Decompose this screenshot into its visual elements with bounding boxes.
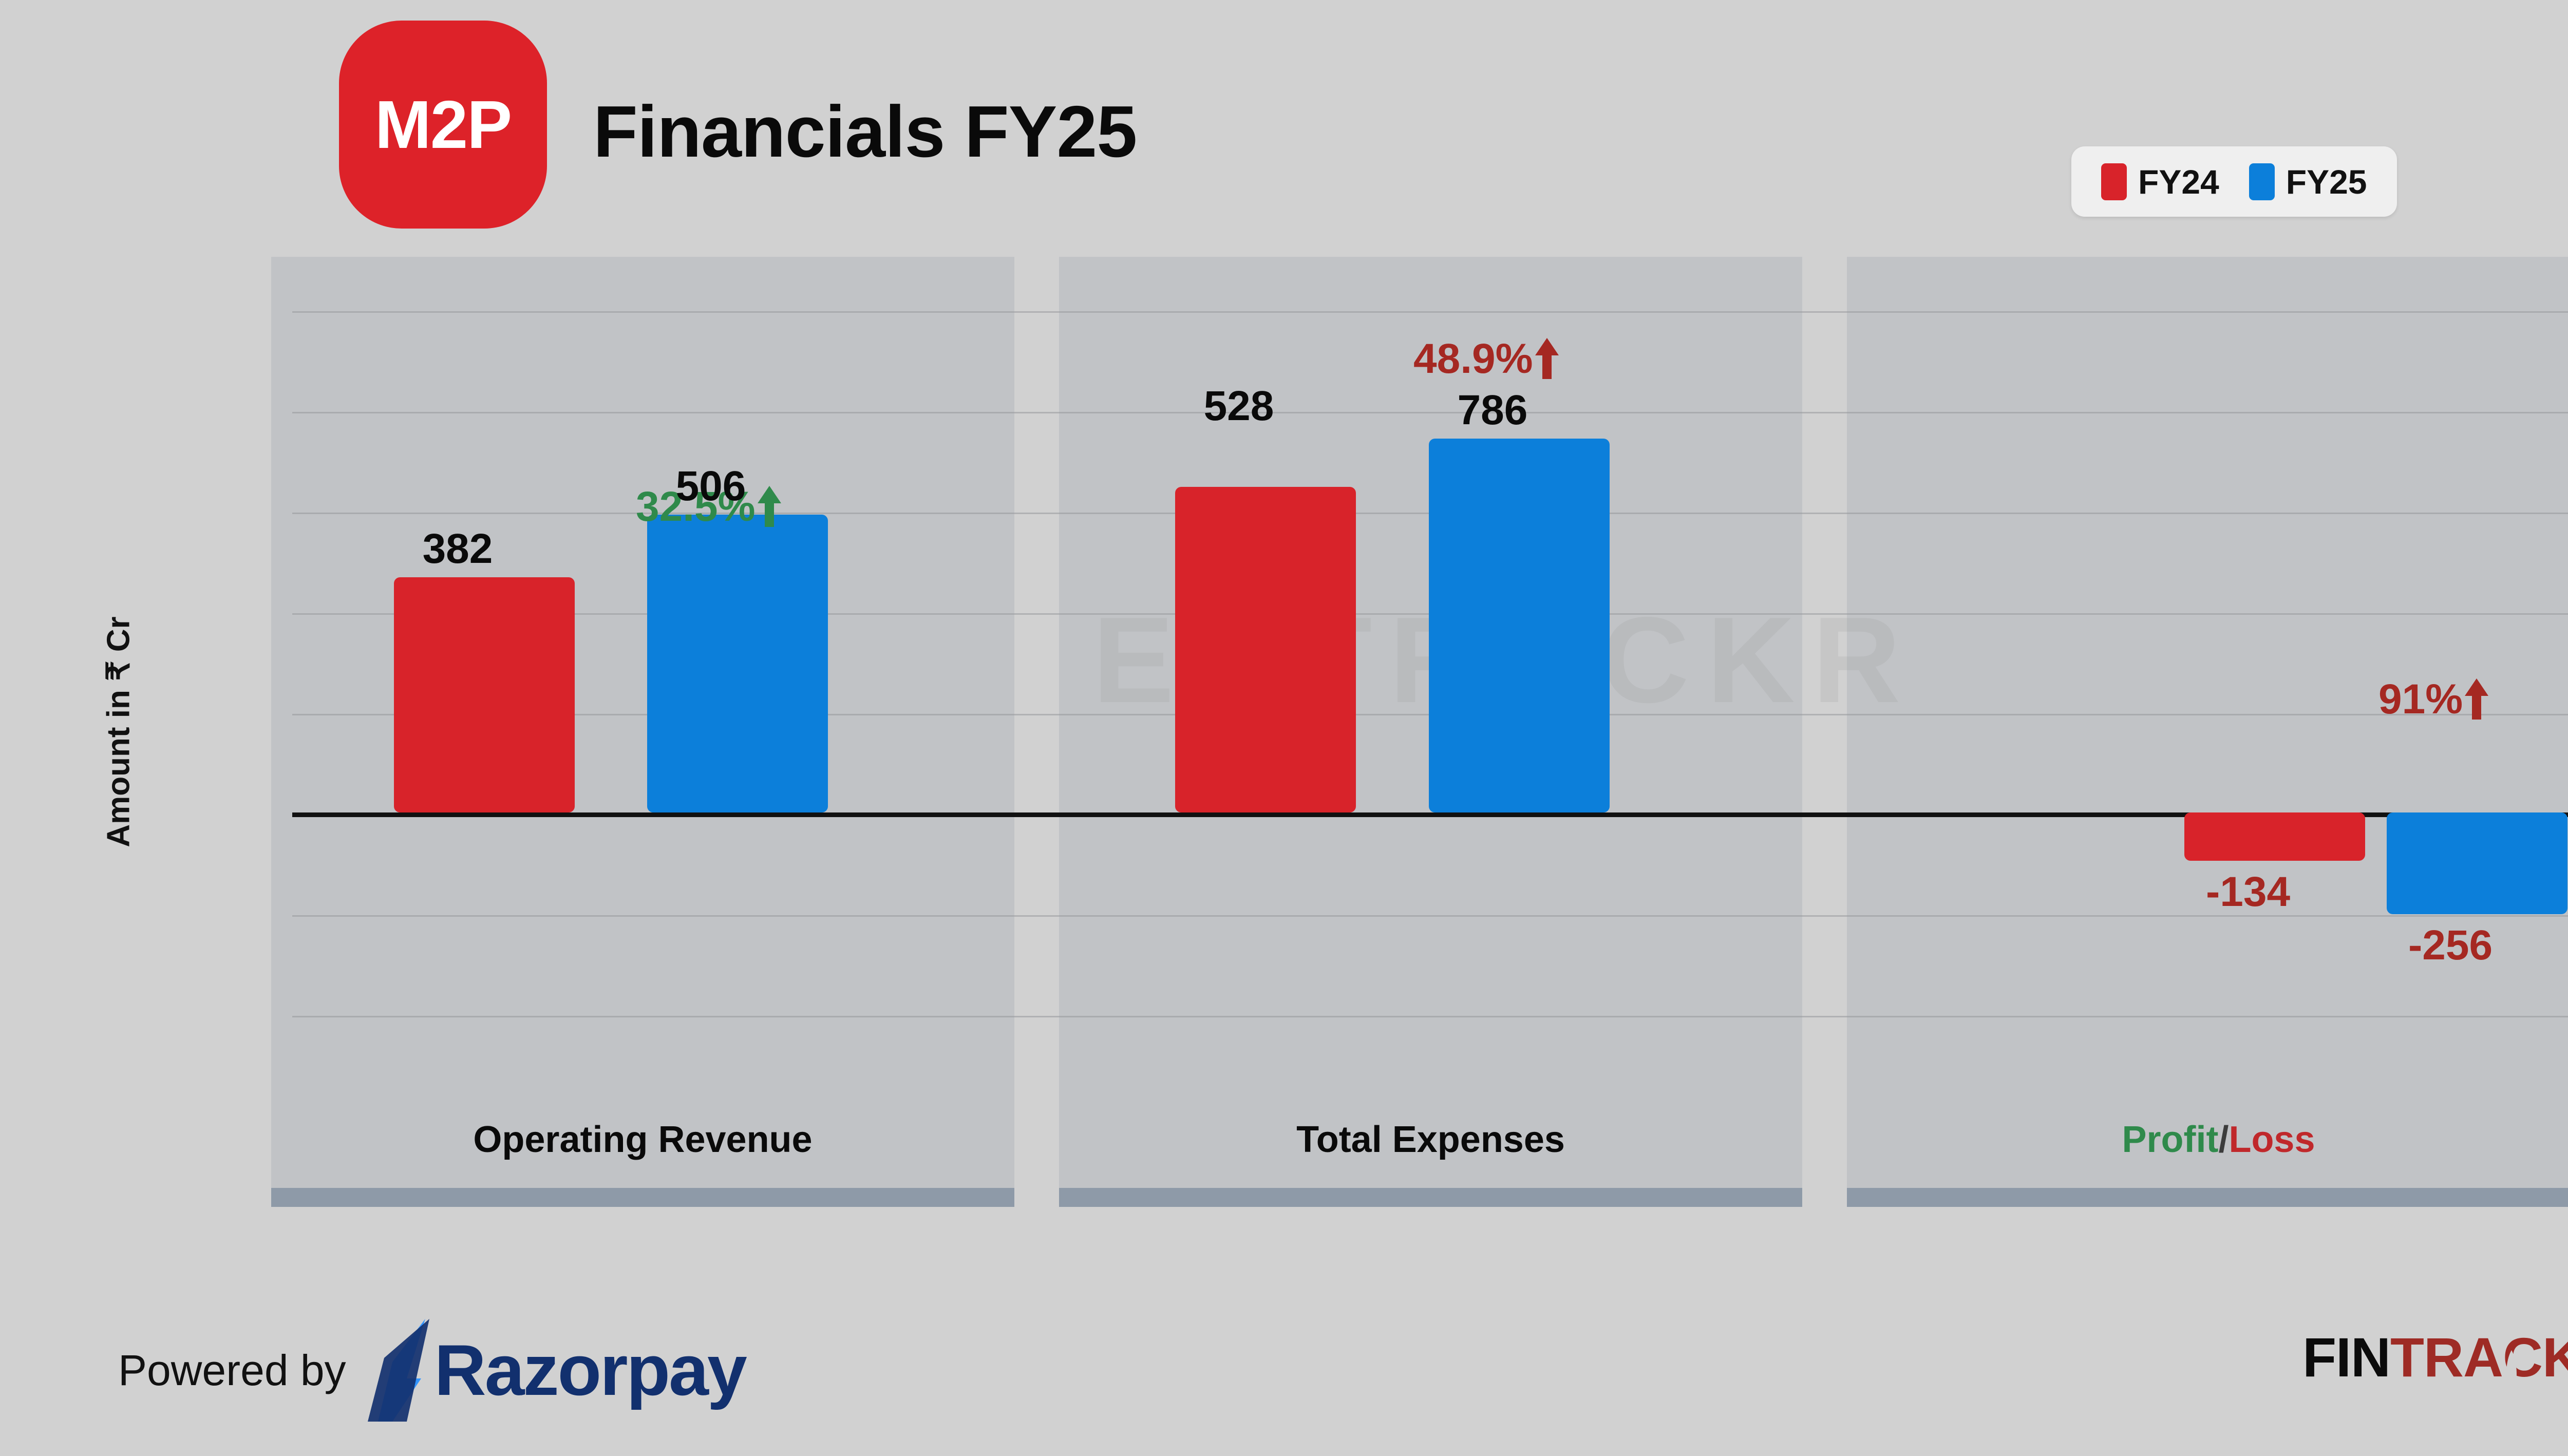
bar-group-profit-loss: 91% -134 -256 Profit/Loss (1847, 257, 2568, 1207)
legend-swatch-fy24 (2101, 163, 2127, 200)
fintrackr-trackr: TRACKR (2390, 1325, 2568, 1389)
page-title: Financials FY25 (593, 91, 1137, 173)
bar-value-fy24: -134 (2205, 868, 2291, 915)
chart-legend: FY24 FY25 (2071, 146, 2397, 217)
legend-item-fy25[interactable]: FY25 (2249, 162, 2367, 201)
category-label-text: Total Expenses (1296, 1119, 1565, 1160)
header: M2P Financials FY25 FY24 FY25 (0, 0, 2568, 247)
category-label-operating-revenue: Operating Revenue (271, 1119, 1014, 1161)
category-label-total-expenses: Total Expenses (1059, 1119, 1802, 1161)
arrow-up-icon (2465, 678, 2489, 721)
gridline (292, 1016, 2568, 1017)
bar-fy25-total-expenses[interactable] (1429, 439, 1610, 812)
m2p-logo: M2P (339, 21, 547, 229)
bar-group-total-expenses: 48.9% 528 786 Total Expenses (1059, 257, 1802, 1207)
growth-value: 32.5% (636, 483, 756, 530)
arrow-up-icon (1535, 338, 1559, 380)
legend-label-fy25: FY25 (2286, 162, 2367, 201)
m2p-logo-text: M2P (374, 87, 512, 162)
growth-value: 48.9% (1413, 335, 1533, 382)
powered-by-block: Powered by Razorpay (118, 1319, 747, 1422)
bar-chart: Amount in ₹ Cr ENTRACKR 32.5% (0, 247, 2568, 1217)
category-label-profit-loss: Profit/Loss (1847, 1119, 2568, 1161)
bar-value-fy25: 786 (1457, 387, 1528, 433)
bar-value-fy24: 382 (422, 525, 493, 572)
panel-footer-bar (1847, 1188, 2568, 1207)
growth-annotation-profit-loss: 91% (2378, 675, 2489, 724)
fintrackr-fin: FIN (2302, 1326, 2391, 1388)
growth-value: 91% (2378, 676, 2463, 723)
category-label-loss: Loss (2229, 1119, 2315, 1160)
category-label-profit: Profit (2122, 1119, 2219, 1160)
bar-fy25-operating-revenue[interactable] (647, 515, 828, 812)
gridline (292, 311, 2568, 313)
bar-value-fy25: 506 (675, 463, 746, 509)
razorpay-logo: Razorpay (362, 1319, 747, 1422)
footer: Powered by Razorpay FIN TRACKR (0, 1274, 2568, 1456)
razorpay-wordmark: Razorpay (434, 1330, 747, 1410)
fintrackr-trackr-text: TRACKR (2390, 1326, 2568, 1388)
bar-fy24-operating-revenue[interactable] (394, 577, 575, 812)
category-panel-profit-loss (1847, 257, 2568, 1207)
category-label-slash: / (2218, 1119, 2229, 1160)
plot-area: ENTRACKR 32.5% 382 506 Operating Revenue (271, 257, 2568, 1217)
arrow-up-icon (757, 486, 781, 528)
gridline (292, 915, 2568, 917)
y-axis-label-wrap: Amount in ₹ Cr (82, 247, 154, 1217)
bar-fy24-total-expenses[interactable] (1175, 487, 1356, 812)
bar-value-fy25: -256 (2408, 922, 2493, 969)
legend-label-fy24: FY24 (2138, 162, 2219, 201)
legend-item-fy24[interactable]: FY24 (2101, 162, 2219, 201)
growth-annotation-operating-revenue: 32.5% (636, 483, 781, 531)
powered-by-label: Powered by (118, 1346, 346, 1394)
bar-value-fy24: 528 (1203, 383, 1274, 429)
zero-axis-line (292, 812, 2568, 817)
bar-group-operating-revenue: 32.5% 382 506 Operating Revenue (271, 257, 1014, 1207)
gridline (292, 412, 2568, 413)
panel-footer-bar (271, 1188, 1014, 1207)
bar-fy25-profit-loss[interactable] (2387, 812, 2567, 914)
growth-annotation-total-expenses: 48.9% (1413, 335, 1559, 383)
y-axis-label: Amount in ₹ Cr (101, 616, 137, 847)
rocket-icon (2506, 1350, 2517, 1383)
bar-fy24-profit-loss[interactable] (2184, 812, 2365, 861)
fintrackr-logo: FIN TRACKR (2302, 1325, 2568, 1389)
panel-footer-bar (1059, 1188, 1802, 1207)
razorpay-mark-icon (367, 1319, 429, 1422)
category-label-text: Operating Revenue (473, 1119, 813, 1160)
legend-swatch-fy25 (2249, 163, 2275, 200)
